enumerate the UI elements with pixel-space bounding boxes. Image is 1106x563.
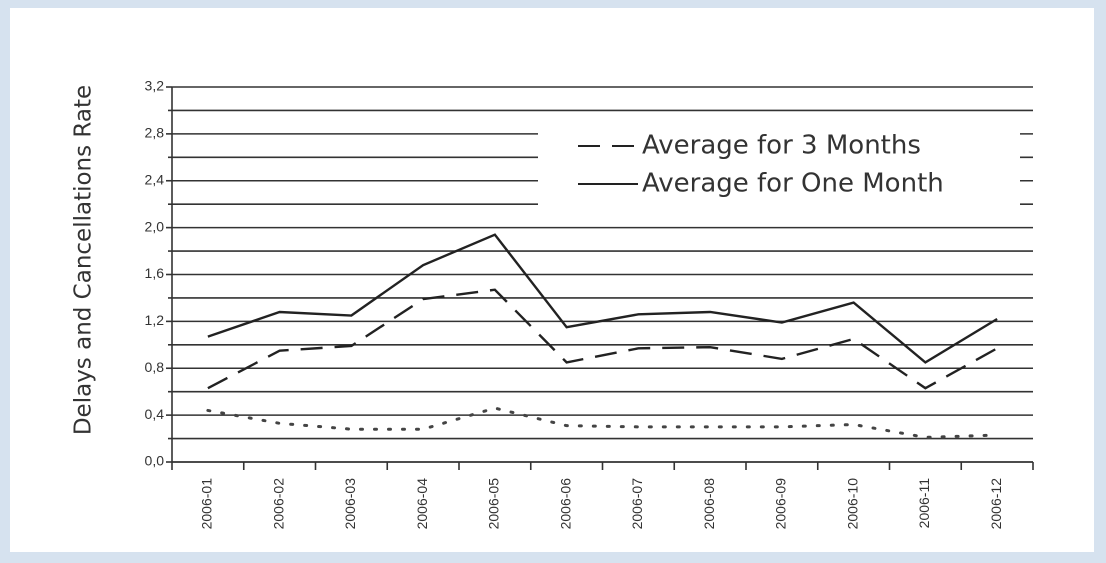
y-tick-label: 2,4 bbox=[145, 171, 165, 187]
x-tick-label: 2006-03 bbox=[342, 478, 358, 530]
x-tick-label: 2006-06 bbox=[557, 478, 573, 530]
x-tick-label: 2006-01 bbox=[199, 478, 215, 530]
y-tick-label: 2,0 bbox=[145, 218, 165, 234]
x-tick-label: 2006-09 bbox=[773, 478, 789, 530]
x-tick-label: 2006-04 bbox=[414, 478, 430, 530]
series-line bbox=[207, 233, 998, 364]
y-tick-label: 0,8 bbox=[145, 359, 165, 375]
x-tick-label: 2006-11 bbox=[916, 478, 932, 529]
legend-label: Average for One Month bbox=[642, 169, 944, 199]
x-tick-label: 2006-02 bbox=[270, 478, 286, 530]
y-tick-label: 1,2 bbox=[145, 312, 165, 328]
x-tick-label: 2006-08 bbox=[701, 478, 717, 530]
y-axis-label: Delays and Cancellations Rate bbox=[71, 85, 97, 435]
x-tick-label: 2006-07 bbox=[629, 478, 645, 530]
y-tick-label: 2,8 bbox=[145, 125, 165, 141]
y-tick-label: 0,4 bbox=[145, 406, 165, 422]
legend-label: Average for 3 Months bbox=[642, 131, 921, 161]
x-tick-label: 2006-12 bbox=[988, 478, 1004, 530]
x-tick-label: 2006-10 bbox=[844, 478, 860, 530]
series-line bbox=[207, 288, 998, 390]
x-tick-label: 2006-05 bbox=[486, 478, 502, 530]
y-tick-label: 0,0 bbox=[145, 453, 165, 469]
legend bbox=[538, 126, 1020, 208]
y-tick-label: 3,2 bbox=[145, 78, 165, 94]
y-tick-label: 1,6 bbox=[145, 265, 165, 281]
